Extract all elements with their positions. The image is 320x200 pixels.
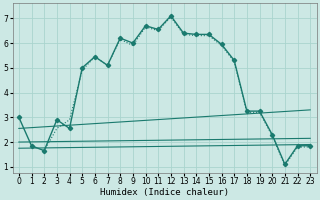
X-axis label: Humidex (Indice chaleur): Humidex (Indice chaleur) [100, 188, 229, 197]
